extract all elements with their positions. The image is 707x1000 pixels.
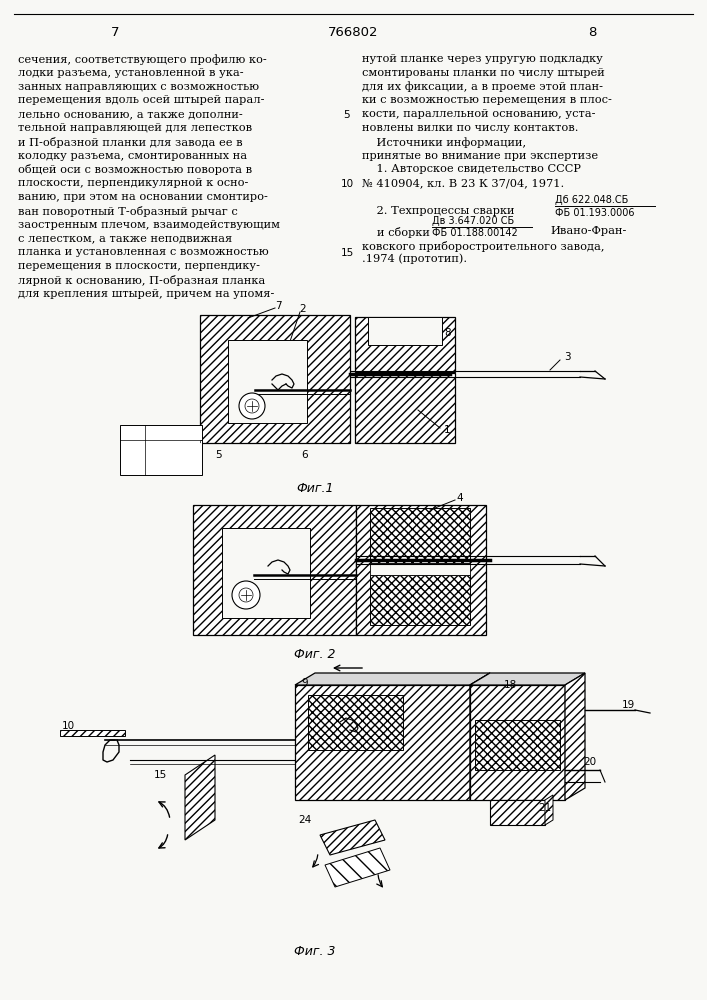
- Text: лярной к основанию, П-образная планка: лярной к основанию, П-образная планка: [18, 275, 265, 286]
- Text: лельно основанию, а также дополни-: лельно основанию, а также дополни-: [18, 109, 243, 119]
- Text: Дб 622.048.СБ: Дб 622.048.СБ: [555, 195, 629, 205]
- Text: лодки разъема, установленной в ука-: лодки разъема, установленной в ука-: [18, 68, 244, 78]
- Text: новлены вилки по числу контактов.: новлены вилки по числу контактов.: [362, 123, 578, 133]
- Bar: [370, 563, 470, 575]
- Text: нутой планке через упругую подкладку: нутой планке через упругую подкладку: [362, 54, 603, 64]
- Polygon shape: [295, 673, 490, 685]
- Polygon shape: [565, 673, 585, 800]
- Text: плоскости, перпендикулярной к осно-: плоскости, перпендикулярной к осно-: [18, 178, 248, 188]
- Text: 1: 1: [444, 425, 450, 435]
- Text: 4: 4: [457, 493, 463, 503]
- Polygon shape: [490, 800, 545, 825]
- Text: ванию, при этом на основании смонтиро-: ванию, при этом на основании смонтиро-: [18, 192, 268, 202]
- Bar: [228, 340, 307, 423]
- Text: Фиг.1: Фиг.1: [296, 482, 334, 495]
- Text: 15: 15: [340, 248, 354, 258]
- Polygon shape: [470, 685, 565, 800]
- Text: 9: 9: [302, 678, 308, 688]
- Polygon shape: [320, 820, 385, 855]
- Text: колодку разъема, смонтированных на: колодку разъема, смонтированных на: [18, 151, 247, 161]
- Polygon shape: [308, 695, 403, 750]
- Text: 21: 21: [538, 803, 551, 813]
- Text: ФБ 01.193.0006: ФБ 01.193.0006: [555, 208, 634, 218]
- Text: принятые во внимание при экспертизе: принятые во внимание при экспертизе: [362, 151, 598, 161]
- Circle shape: [239, 393, 265, 419]
- Text: 766802: 766802: [328, 25, 378, 38]
- Text: 8: 8: [588, 25, 596, 38]
- Text: кости, параллельной основанию, уста-: кости, параллельной основанию, уста-: [362, 109, 595, 119]
- Polygon shape: [370, 575, 470, 625]
- Bar: [222, 528, 310, 618]
- Text: 1. Авторское свидетельство СССР: 1. Авторское свидетельство СССР: [362, 164, 581, 174]
- Polygon shape: [200, 315, 350, 443]
- Polygon shape: [295, 685, 470, 800]
- Text: 15: 15: [153, 770, 167, 780]
- Text: 10: 10: [341, 179, 354, 189]
- Text: заостренным плечом, взаимодействующим: заостренным плечом, взаимодействующим: [18, 220, 280, 230]
- Polygon shape: [355, 373, 455, 443]
- Text: тельной направляющей для лепестков: тельной направляющей для лепестков: [18, 123, 252, 133]
- Text: и сборки: и сборки: [377, 227, 430, 237]
- Text: 6: 6: [302, 450, 308, 460]
- Text: Дв 3.647.020 СБ: Дв 3.647.020 СБ: [432, 215, 514, 226]
- Text: 18: 18: [503, 680, 517, 690]
- Polygon shape: [470, 673, 490, 800]
- Text: ковского приборостроительного завода,: ковского приборостроительного завода,: [362, 240, 604, 251]
- Circle shape: [239, 588, 253, 602]
- Polygon shape: [325, 848, 390, 887]
- Polygon shape: [470, 673, 585, 685]
- Text: ки с возможностью перемещения в плос-: ки с возможностью перемещения в плос-: [362, 95, 612, 105]
- Circle shape: [245, 399, 259, 413]
- Text: 7: 7: [275, 301, 281, 311]
- Text: перемещения вдоль осей штырей парал-: перемещения вдоль осей штырей парал-: [18, 95, 264, 105]
- Circle shape: [232, 581, 260, 609]
- Polygon shape: [475, 720, 560, 770]
- Polygon shape: [355, 317, 455, 372]
- Polygon shape: [60, 730, 125, 736]
- Text: 2. Техпроцессы сварки: 2. Техпроцессы сварки: [362, 206, 515, 216]
- Text: с лепестком, а также неподвижная: с лепестком, а также неподвижная: [18, 233, 233, 243]
- Text: 24: 24: [298, 815, 312, 825]
- Polygon shape: [370, 508, 470, 563]
- Text: перемещения в плоскости, перпендику-: перемещения в плоскости, перпендику-: [18, 261, 260, 271]
- Text: сечения, соответствующего профилю ко-: сечения, соответствующего профилю ко-: [18, 54, 267, 65]
- Text: № 410904, кл. В 23 К 37/04, 1971.: № 410904, кл. В 23 К 37/04, 1971.: [362, 178, 564, 188]
- Text: 3: 3: [564, 352, 571, 362]
- Polygon shape: [193, 505, 356, 635]
- Text: Фиг. 2: Фиг. 2: [294, 648, 336, 661]
- Text: ван поворотный Т-образный рычаг с: ван поворотный Т-образный рычаг с: [18, 206, 238, 217]
- Text: 5: 5: [344, 110, 350, 120]
- Text: 5: 5: [215, 450, 221, 460]
- Text: для их фиксации, а в проеме этой план-: для их фиксации, а в проеме этой план-: [362, 82, 603, 92]
- Bar: [120, 425, 202, 475]
- Polygon shape: [545, 795, 553, 825]
- Text: 7: 7: [111, 25, 119, 38]
- Bar: [368, 317, 442, 345]
- Text: для крепления штырей, причем на упомя-: для крепления штырей, причем на упомя-: [18, 289, 274, 299]
- Text: 10: 10: [62, 721, 74, 731]
- Text: .1974 (прототип).: .1974 (прототип).: [362, 253, 467, 264]
- Text: 2: 2: [300, 304, 306, 314]
- Text: 20: 20: [583, 757, 597, 767]
- Text: общей оси с возможностью поворота в: общей оси с возможностью поворота в: [18, 164, 252, 175]
- Text: планка и установленная с возможностью: планка и установленная с возможностью: [18, 247, 269, 257]
- Text: Фиг. 3: Фиг. 3: [294, 945, 336, 958]
- Text: Ивано-Фран-: Ивано-Фран-: [550, 227, 626, 236]
- Text: 8: 8: [444, 328, 450, 338]
- Text: 19: 19: [621, 700, 635, 710]
- Text: ФБ 01.188.00142: ФБ 01.188.00142: [432, 229, 518, 238]
- Text: смонтированы планки по числу штырей: смонтированы планки по числу штырей: [362, 68, 604, 78]
- Polygon shape: [185, 755, 215, 840]
- Text: и П-образной планки для завода ее в: и П-образной планки для завода ее в: [18, 137, 243, 148]
- Polygon shape: [356, 505, 486, 635]
- Text: занных направляющих с возможностью: занных направляющих с возможностью: [18, 82, 259, 92]
- Text: Источники информации,: Источники информации,: [362, 137, 526, 148]
